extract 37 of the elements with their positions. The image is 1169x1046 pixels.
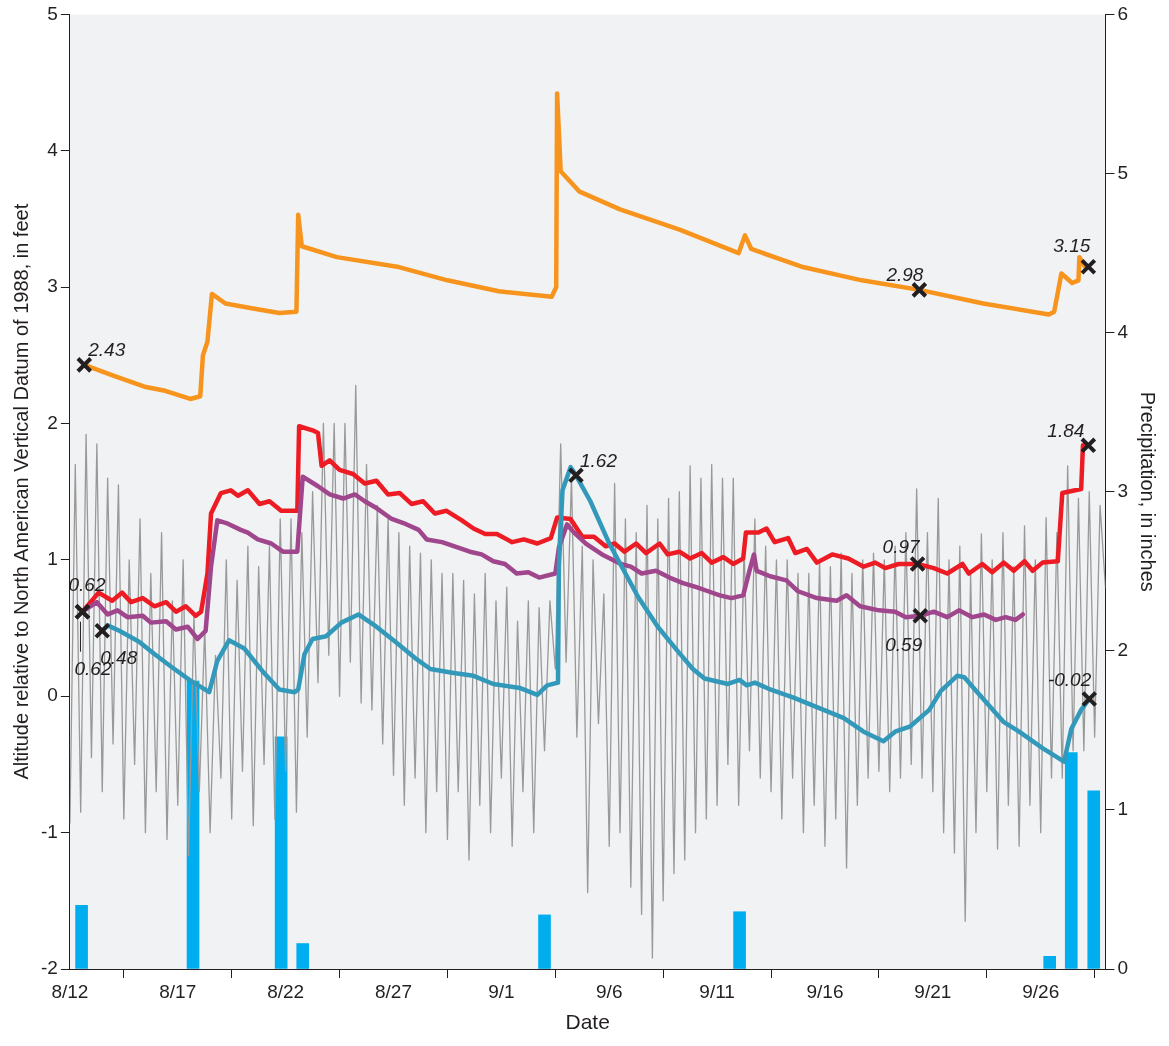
y2-axis-title: Precipitation, in inches — [1137, 391, 1160, 592]
y-tick-label: 3 — [47, 275, 58, 297]
y2-tick-label: 0 — [1117, 957, 1129, 979]
data-label: 1.84 — [1047, 419, 1085, 441]
x-tick-label: 8/17 — [159, 980, 197, 1002]
y2-tick-label: 4 — [1117, 320, 1129, 342]
y-axis-title: Altitude relative to North American Vertical Datum of 1988, in feet — [9, 203, 32, 780]
y2-tick-label: 3 — [1117, 479, 1129, 501]
x-tick-label: 9/11 — [699, 980, 735, 1002]
y-tick-label: 0 — [47, 684, 58, 706]
x-axis-title: Date — [565, 1010, 610, 1034]
x-tick-label: 8/12 — [51, 980, 89, 1002]
data-label: 2.98 — [885, 264, 924, 286]
y-tick-label: 5 — [47, 2, 58, 24]
data-label: 0.62 — [68, 573, 106, 595]
data-label: 0.97 — [882, 536, 921, 558]
data-label: 2.43 — [87, 339, 126, 361]
x-tick-label: 9/16 — [806, 980, 844, 1002]
y2-tick-label: 6 — [1117, 2, 1129, 24]
x-tick-label: 9/26 — [1022, 980, 1060, 1002]
x-tick-label: 9/6 — [596, 980, 623, 1002]
y-tick-label: -2 — [40, 957, 58, 979]
y2-tick-label: 2 — [1117, 639, 1129, 661]
x-tick-label: 9/21 — [914, 980, 952, 1002]
y2-tick-label: 1 — [1117, 798, 1129, 820]
y-tick-label: 1 — [47, 548, 58, 570]
y-tick-label: 2 — [47, 411, 58, 433]
x-tick-label: 8/27 — [375, 980, 412, 1002]
x-tick-label: 9/1 — [488, 980, 515, 1002]
y-tick-label: -1 — [40, 820, 58, 842]
data-label: 0.59 — [885, 634, 923, 656]
y2-tick-label: 5 — [1117, 161, 1129, 183]
y-tick-label: 4 — [47, 139, 59, 161]
data-label: 3.15 — [1053, 234, 1091, 256]
data-label: 1.62 — [579, 449, 618, 471]
data-label: -0.02 — [1047, 669, 1092, 691]
x-tick-label: 8/22 — [267, 980, 305, 1002]
